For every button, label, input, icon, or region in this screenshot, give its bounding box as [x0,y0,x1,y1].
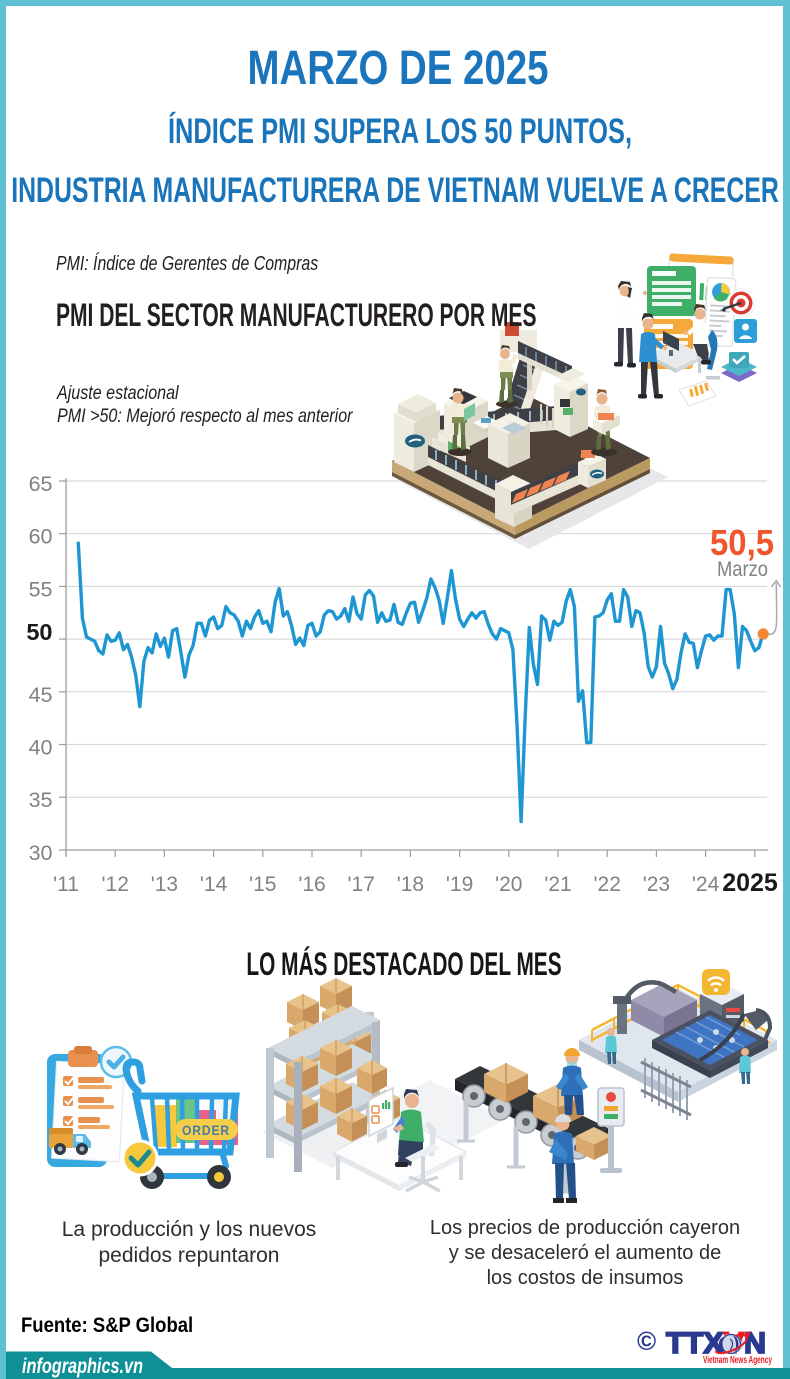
svg-text:'11: '11 [53,873,79,896]
svg-text:60: 60 [29,525,53,549]
svg-text:'13: '13 [151,873,178,896]
svg-text:'20: '20 [495,873,522,896]
svg-text:50: 50 [26,619,52,645]
svg-text:infographics.vn: infographics.vn [22,1355,143,1378]
svg-text:'18: '18 [397,873,424,896]
svg-text:40: 40 [29,736,53,760]
svg-text:Vietnam News Agency: Vietnam News Agency [703,1354,772,1366]
svg-text:©: © [637,1326,656,1356]
svg-text:'15: '15 [249,873,276,896]
svg-text:'14: '14 [200,873,228,896]
svg-text:2025: 2025 [722,869,778,897]
svg-text:'16: '16 [298,873,325,896]
svg-text:ORDER: ORDER [182,1122,230,1138]
svg-text:65: 65 [29,472,53,496]
svg-text:55: 55 [29,577,53,601]
svg-text:45: 45 [29,683,53,707]
svg-text:Marzo: Marzo [717,558,768,581]
svg-text:'22: '22 [594,873,621,896]
svg-text:'21: '21 [544,873,571,896]
svg-text:'19: '19 [446,873,473,896]
svg-text:'24: '24 [692,873,720,896]
svg-text:50,5: 50,5 [710,522,774,563]
svg-text:30: 30 [29,841,53,865]
svg-text:'17: '17 [348,873,375,896]
svg-text:'23: '23 [643,873,670,896]
svg-text:35: 35 [29,788,53,812]
svg-text:'12: '12 [102,873,129,896]
